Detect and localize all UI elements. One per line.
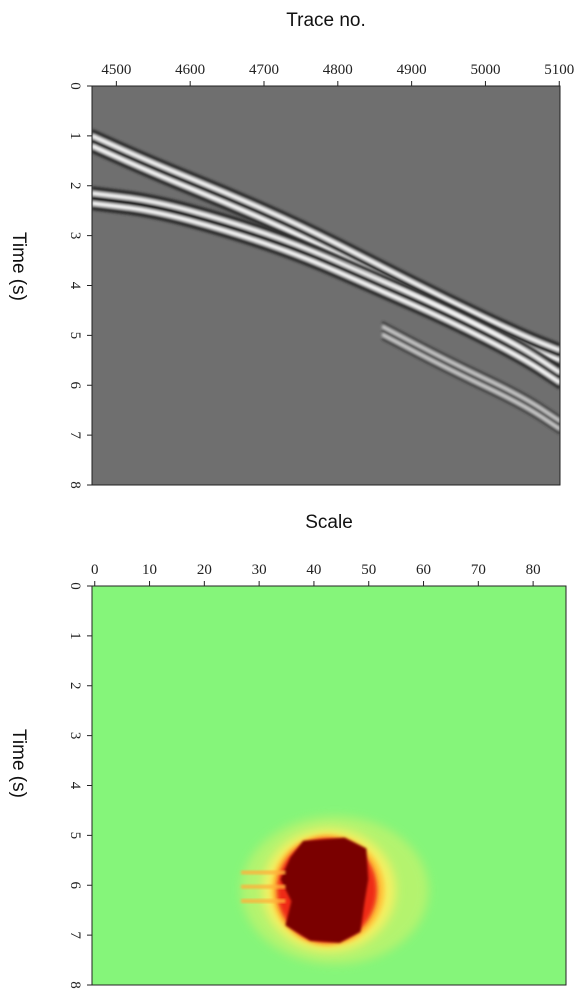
bottom-chart-ytick-label: 0 bbox=[67, 582, 83, 590]
top-chart-event-2 bbox=[381, 321, 560, 435]
bottom-chart-xtick-label: 10 bbox=[142, 562, 157, 578]
bottom-chart-xtick-label: 70 bbox=[471, 562, 486, 578]
top-chart-xlabel: Trace no. bbox=[286, 10, 366, 31]
top-chart-xtick-label: 5000 bbox=[470, 62, 500, 78]
bottom-chart-ytick-label: 3 bbox=[67, 732, 83, 740]
bottom-chart-hotspot bbox=[241, 816, 429, 965]
bottom-chart-xtick-label: 60 bbox=[416, 562, 431, 578]
top-chart-xtick-label: 5100 bbox=[544, 62, 574, 78]
bottom-chart-ytick-label: 4 bbox=[67, 782, 83, 790]
top-chart-xtick-label: 4600 bbox=[175, 62, 205, 78]
top-chart-ytick-label: 3 bbox=[67, 232, 83, 240]
bottom-chart-xtick-label: 20 bbox=[197, 562, 212, 578]
top-chart-ytick-label: 7 bbox=[67, 431, 83, 439]
bottom-chart-ytick-label: 7 bbox=[67, 931, 83, 939]
top-chart-event-0 bbox=[92, 129, 560, 368]
top-chart-ytick-label: 6 bbox=[67, 382, 83, 390]
top-chart-xtick-label: 4700 bbox=[249, 62, 279, 78]
bottom-chart-xtick-label: 30 bbox=[252, 562, 267, 578]
top-chart-ytick-label: 2 bbox=[67, 182, 83, 190]
bottom-chart-xtick-label: 80 bbox=[526, 562, 541, 578]
top-chart-event-1 bbox=[92, 186, 560, 390]
bottom-chart-ytick-label: 5 bbox=[67, 832, 83, 840]
top-chart-ytick-label: 1 bbox=[67, 132, 83, 140]
bottom-chart-ytick-label: 6 bbox=[67, 882, 83, 890]
top-chart: 4500 4600 4700 4800 4900 5000 5100 0 1 2 3 4 5 6 7 8 bbox=[67, 62, 574, 489]
bottom-chart-ytick-label: 8 bbox=[67, 981, 83, 989]
top-chart-background bbox=[92, 86, 560, 485]
bottom-chart-ytick-label: 2 bbox=[67, 682, 83, 690]
top-chart-xtick-label: 4500 bbox=[101, 62, 131, 78]
top-chart-ytick-label: 8 bbox=[67, 481, 83, 489]
top-chart-ytick-label: 4 bbox=[67, 282, 83, 290]
bottom-chart-xtick-label: 0 bbox=[91, 562, 99, 578]
bottom-chart-xtick-label: 50 bbox=[361, 562, 376, 578]
top-chart-ytick-label: 0 bbox=[67, 82, 83, 90]
bottom-chart: 0 10 20 30 40 50 60 70 80 0 1 2 3 4 5 6 7 8 bbox=[67, 562, 567, 989]
top-chart-xtick-label: 4900 bbox=[397, 62, 427, 78]
bottom-chart-xtick-label: 40 bbox=[306, 562, 321, 578]
bottom-chart-xlabel: Scale bbox=[305, 512, 353, 533]
top-chart-xtick-label: 4800 bbox=[323, 62, 353, 78]
top-chart-ytick-label: 5 bbox=[67, 332, 83, 340]
bottom-chart-ytick-label: 1 bbox=[67, 632, 83, 640]
